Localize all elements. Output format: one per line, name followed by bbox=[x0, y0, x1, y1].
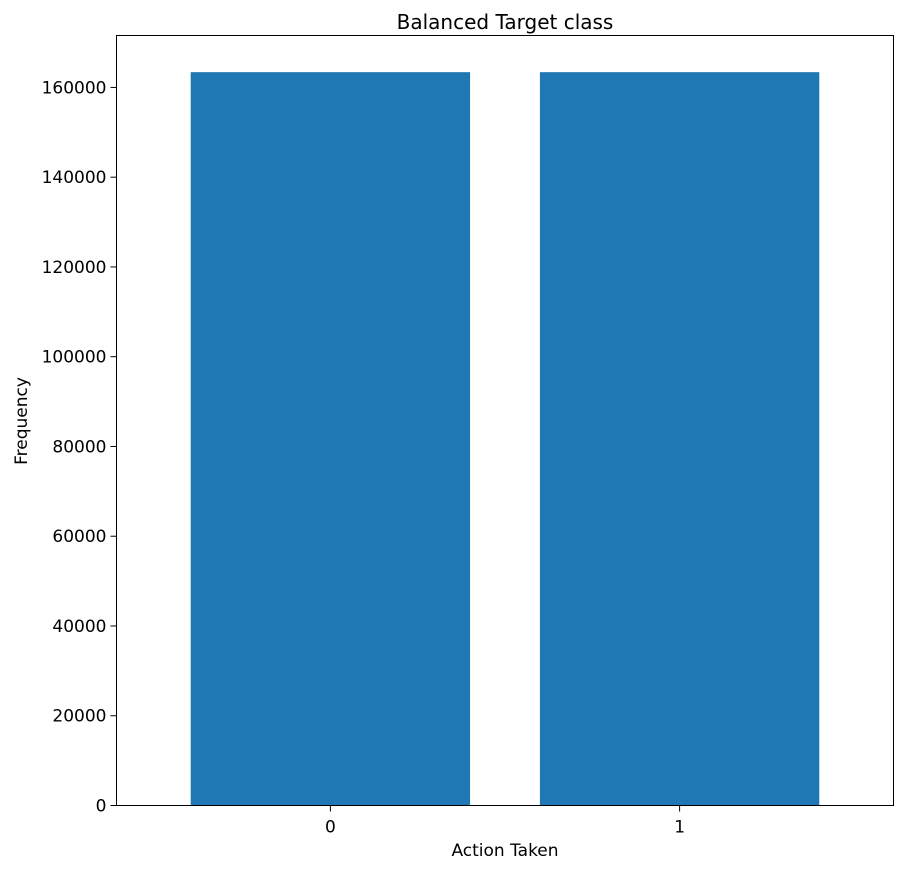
y-tick-label: 160000 bbox=[42, 78, 107, 98]
y-tick-label: 120000 bbox=[42, 258, 107, 278]
y-tick-label: 100000 bbox=[42, 348, 107, 368]
x-axis-label: Action Taken bbox=[451, 841, 558, 861]
y-tick-label: 40000 bbox=[52, 617, 106, 637]
y-tick-label: 20000 bbox=[52, 707, 106, 727]
bar-0 bbox=[190, 72, 471, 806]
x-tick-label: 0 bbox=[325, 818, 336, 838]
y-tick-label: 80000 bbox=[52, 437, 106, 457]
x-tick-label: 1 bbox=[674, 818, 685, 838]
plot-frame bbox=[116, 35, 894, 806]
y-axis-label: Frequency bbox=[12, 377, 32, 465]
y-tick-label: 140000 bbox=[42, 168, 107, 188]
bars-group bbox=[190, 72, 820, 806]
chart-title: Balanced Target class bbox=[397, 10, 614, 34]
y-tick-label: 60000 bbox=[52, 527, 106, 547]
y-tick-label: 0 bbox=[96, 797, 107, 817]
bar-1 bbox=[539, 72, 820, 806]
y-axis: 0 20000 40000 60000 80000 100000 120000 140000 1… bbox=[42, 78, 117, 817]
